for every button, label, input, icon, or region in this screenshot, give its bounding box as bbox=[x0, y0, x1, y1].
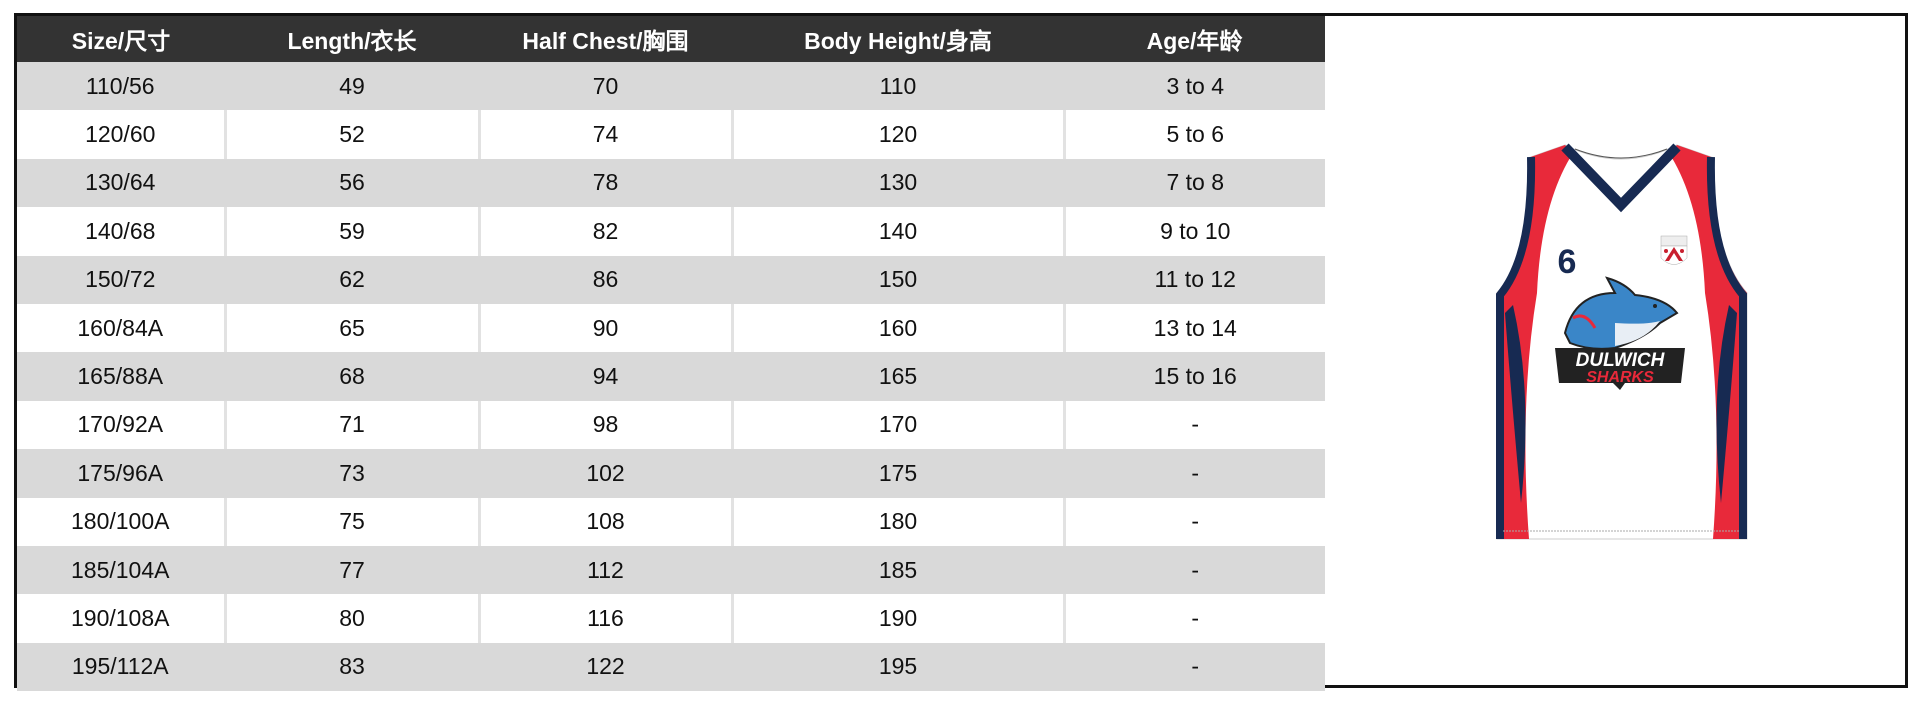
jersey-left-navy-trim bbox=[1496, 156, 1536, 539]
table-cell: 68 bbox=[223, 352, 479, 401]
column-header: Half Chest/胸围 bbox=[479, 16, 732, 62]
table-cell: 59 bbox=[223, 207, 479, 256]
size-chart-frame: Size/尺寸 Length/衣长 Half Chest/胸围 Body Height… bbox=[14, 13, 1908, 692]
table-cell: 130/64 bbox=[17, 158, 225, 208]
table-cell: 190/108A bbox=[17, 594, 225, 643]
table-cell: 165 bbox=[730, 352, 1064, 401]
table-row: 185/104A 77 112 185- bbox=[17, 545, 1325, 595]
table-cell: 90 bbox=[477, 303, 732, 353]
table-cell: - bbox=[1062, 594, 1325, 643]
school-crest-icon bbox=[1660, 235, 1688, 265]
column-header: Body Height/身高 bbox=[732, 16, 1064, 62]
table-row: 170/92A 71 98 170- bbox=[17, 400, 1325, 450]
table-cell: 110 bbox=[730, 62, 1064, 111]
table-cell: 120 bbox=[730, 110, 1064, 159]
table-cell: 65 bbox=[223, 303, 479, 353]
jersey-left-navy-swoosh bbox=[1505, 305, 1526, 503]
table-cell: 185 bbox=[730, 545, 1064, 595]
sharks-logo: DULWICH SHARKS bbox=[1555, 276, 1685, 390]
table-header-row: Size/尺寸 Length/衣长 Half Chest/胸围 Body Height… bbox=[17, 16, 1325, 62]
table-row: 110/56 49 70 110 3 to 4 bbox=[17, 62, 1325, 111]
table-cell: 120/60 bbox=[17, 110, 225, 159]
table-cell: 165/88A bbox=[17, 352, 225, 401]
table-cell: 62 bbox=[223, 255, 479, 304]
table-cell: 9 to 10 bbox=[1062, 207, 1325, 256]
table-cell: 170/92A bbox=[17, 400, 225, 450]
svg-text:DULWICH: DULWICH bbox=[1576, 350, 1666, 371]
table-row: 150/72 62 86 150 11 to 12 bbox=[17, 255, 1325, 304]
table-cell: 13 to 14 bbox=[1062, 303, 1325, 353]
jersey-collar bbox=[1574, 148, 1668, 159]
table-cell: 190 bbox=[730, 594, 1064, 643]
table-row: 160/84A 65 90 160 13 to 14 bbox=[17, 303, 1325, 353]
table-cell: 78 bbox=[477, 158, 732, 208]
table-cell: 195 bbox=[730, 642, 1064, 692]
table-cell: 73 bbox=[223, 449, 479, 498]
table-cell: 108 bbox=[477, 497, 732, 546]
jersey-right-navy-trim bbox=[1706, 156, 1747, 539]
table-cell: 116 bbox=[477, 594, 732, 643]
jersey-right-navy-swoosh bbox=[1716, 305, 1737, 503]
table-row: 140/68 59 82 140 9 to 10 bbox=[17, 207, 1325, 256]
table-cell: 7 to 8 bbox=[1062, 158, 1325, 208]
table-cell: 52 bbox=[223, 110, 479, 159]
table-cell: - bbox=[1062, 642, 1325, 692]
table-cell: 185/104A bbox=[17, 545, 225, 595]
table-row: 130/64 56 78 130 7 to 8 bbox=[17, 158, 1325, 208]
table-cell: 170 bbox=[730, 400, 1064, 450]
jersey-v-neck bbox=[1561, 143, 1681, 213]
table-cell: 15 to 16 bbox=[1062, 352, 1325, 401]
table-cell: 122 bbox=[477, 642, 732, 692]
table-cell: 180/100A bbox=[17, 497, 225, 546]
table-cell: 150 bbox=[730, 255, 1064, 304]
jersey-number: 6 bbox=[1558, 243, 1577, 281]
table-cell: 74 bbox=[477, 110, 732, 159]
table-row: 180/100A 75 108 180- bbox=[17, 497, 1325, 546]
table-row: 165/88A 68 94 165 15 to 16 bbox=[17, 352, 1325, 401]
table-cell: 110/56 bbox=[17, 62, 225, 111]
table-cell: 150/72 bbox=[17, 255, 225, 304]
column-header: Length/衣长 bbox=[225, 16, 479, 62]
table-cell: 94 bbox=[477, 352, 732, 401]
svg-text:SHARKS: SHARKS bbox=[1586, 369, 1654, 386]
table-cell: 140/68 bbox=[17, 207, 225, 256]
table-cell: 195/112A bbox=[17, 642, 225, 692]
table-cell: 3 to 4 bbox=[1062, 62, 1325, 111]
table-row: 120/60 52 74 120 5 to 6 bbox=[17, 110, 1325, 159]
table-cell: 5 to 6 bbox=[1062, 110, 1325, 159]
table-cell: 77 bbox=[223, 545, 479, 595]
table-cell: 175/96A bbox=[17, 449, 225, 498]
table-cell: 71 bbox=[223, 400, 479, 450]
table-cell: - bbox=[1062, 545, 1325, 595]
table-row: 190/108A 80 116 190- bbox=[17, 594, 1325, 643]
table-cell: 75 bbox=[223, 497, 479, 546]
table-cell: 49 bbox=[223, 62, 479, 111]
table-cell: 83 bbox=[223, 642, 479, 692]
table-cell: 160 bbox=[730, 303, 1064, 353]
table-cell: 98 bbox=[477, 400, 732, 450]
table-row: 175/96A 73 102 175- bbox=[17, 449, 1325, 498]
jersey-right-red-panel bbox=[1669, 145, 1747, 539]
table-cell: 82 bbox=[477, 207, 732, 256]
jersey-image: 6 DULWICH SHARKS bbox=[1496, 143, 1748, 540]
table-cell: 102 bbox=[477, 449, 732, 498]
table-cell: 11 to 12 bbox=[1062, 255, 1325, 304]
table-cell: - bbox=[1062, 400, 1325, 450]
table-cell: 86 bbox=[477, 255, 732, 304]
table-cell: 112 bbox=[477, 545, 732, 595]
table-cell: 175 bbox=[730, 449, 1064, 498]
table-cell: 80 bbox=[223, 594, 479, 643]
column-header: Age/年龄 bbox=[1064, 16, 1325, 62]
table-row: 195/112A 83 122 195- bbox=[17, 642, 1325, 692]
size-chart-table: Size/尺寸 Length/衣长 Half Chest/胸围 Body Height… bbox=[17, 16, 1325, 692]
table-cell: 140 bbox=[730, 207, 1064, 256]
table-cell: 180 bbox=[730, 497, 1064, 546]
table-cell: 56 bbox=[223, 158, 479, 208]
table-cell: 70 bbox=[477, 62, 732, 111]
column-header: Size/尺寸 bbox=[17, 16, 225, 62]
table-cell: - bbox=[1062, 449, 1325, 498]
table-cell: - bbox=[1062, 497, 1325, 546]
table-cell: 160/84A bbox=[17, 303, 225, 353]
table-cell: 130 bbox=[730, 158, 1064, 208]
